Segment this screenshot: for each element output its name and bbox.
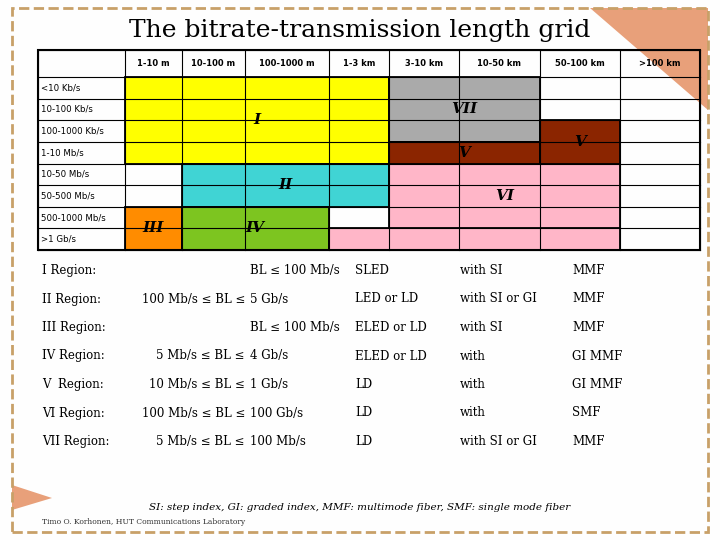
Bar (389, 142, 539, 164)
Text: 50-100 km: 50-100 km (555, 59, 605, 68)
Text: with SI: with SI (460, 321, 503, 334)
Text: LD: LD (355, 407, 372, 420)
Text: with SI or GI: with SI or GI (460, 293, 537, 306)
Text: 100 Mb/s: 100 Mb/s (250, 435, 306, 448)
Text: 10-50 Mb/s: 10-50 Mb/s (41, 170, 89, 179)
Text: 5 Mb/s ≤ BL ≤: 5 Mb/s ≤ BL ≤ (156, 349, 245, 362)
Text: with SI: with SI (460, 264, 503, 277)
Bar (38, 50, 700, 250)
Text: V  Region:: V Region: (42, 378, 104, 391)
Text: II: II (279, 178, 292, 192)
Polygon shape (12, 485, 52, 510)
Text: SI: step index, GI: graded index, MMF: multimode fiber, SMF: single mode fiber: SI: step index, GI: graded index, MMF: m… (149, 503, 571, 512)
Text: with: with (460, 349, 486, 362)
Text: GI MMF: GI MMF (572, 378, 622, 391)
Text: 10-50 km: 10-50 km (477, 59, 521, 68)
Text: II Region:: II Region: (42, 293, 101, 306)
Text: I: I (253, 113, 261, 127)
Text: IV Region:: IV Region: (42, 349, 104, 362)
Text: SLED: SLED (355, 264, 389, 277)
Text: GI MMF: GI MMF (572, 349, 622, 362)
Text: 100 Mb/s ≤ BL ≤: 100 Mb/s ≤ BL ≤ (142, 293, 245, 306)
Text: V: V (459, 146, 470, 160)
Text: 100 Gb/s: 100 Gb/s (250, 407, 303, 420)
Text: <10 Kb/s: <10 Kb/s (41, 83, 81, 92)
Text: MMF: MMF (572, 321, 605, 334)
Polygon shape (590, 8, 708, 110)
Text: III Region:: III Region: (42, 321, 106, 334)
Bar (539, 120, 620, 164)
Text: LED or LD: LED or LD (355, 293, 418, 306)
Text: 100 Mb/s ≤ BL ≤: 100 Mb/s ≤ BL ≤ (142, 407, 245, 420)
Text: 10-100 m: 10-100 m (192, 59, 235, 68)
Bar (389, 77, 539, 142)
Text: 10-100 Kb/s: 10-100 Kb/s (41, 105, 93, 114)
Text: VI: VI (495, 189, 514, 203)
Bar (389, 164, 620, 228)
Text: with: with (460, 407, 486, 420)
Text: 50-500 Mb/s: 50-500 Mb/s (41, 192, 95, 200)
Text: BL ≤ 100 Mb/s: BL ≤ 100 Mb/s (250, 264, 340, 277)
Text: The bitrate-transmission length grid: The bitrate-transmission length grid (130, 18, 590, 42)
Text: BL ≤ 100 Mb/s: BL ≤ 100 Mb/s (250, 321, 340, 334)
Bar (181, 164, 389, 207)
Text: >100 km: >100 km (639, 59, 680, 68)
Text: MMF: MMF (572, 264, 605, 277)
Text: Timo O. Korhonen, HUT Communications Laboratory: Timo O. Korhonen, HUT Communications Lab… (42, 518, 245, 526)
Text: 10 Mb/s ≤ BL ≤: 10 Mb/s ≤ BL ≤ (149, 378, 245, 391)
Text: 4 Gb/s: 4 Gb/s (250, 349, 288, 362)
Text: ELED or LD: ELED or LD (355, 349, 427, 362)
Text: MMF: MMF (572, 293, 605, 306)
Text: VII Region:: VII Region: (42, 435, 109, 448)
Text: 1-10 Mb/s: 1-10 Mb/s (41, 148, 84, 157)
Text: VI Region:: VI Region: (42, 407, 104, 420)
Text: 1-3 km: 1-3 km (343, 59, 375, 68)
Text: 1-10 m: 1-10 m (137, 59, 170, 68)
Text: with: with (460, 378, 486, 391)
Text: 100-1000 Kb/s: 100-1000 Kb/s (41, 126, 104, 136)
Text: V: V (574, 135, 585, 149)
Text: 3-10 km: 3-10 km (405, 59, 444, 68)
Bar (329, 228, 620, 250)
Bar (181, 207, 329, 250)
Text: >1 Gb/s: >1 Gb/s (41, 235, 76, 244)
Text: 5 Mb/s ≤ BL ≤: 5 Mb/s ≤ BL ≤ (156, 435, 245, 448)
Text: IV: IV (246, 221, 265, 235)
Text: 5 Gb/s: 5 Gb/s (250, 293, 288, 306)
Bar (125, 77, 389, 164)
Text: LD: LD (355, 378, 372, 391)
Text: VII: VII (451, 103, 477, 117)
Text: 100-1000 m: 100-1000 m (259, 59, 315, 68)
Text: 1 Gb/s: 1 Gb/s (250, 378, 288, 391)
Text: SMF: SMF (572, 407, 600, 420)
Text: with SI or GI: with SI or GI (460, 435, 537, 448)
Text: I Region:: I Region: (42, 264, 96, 277)
Text: MMF: MMF (572, 435, 605, 448)
Text: LD: LD (355, 435, 372, 448)
Text: ELED or LD: ELED or LD (355, 321, 427, 334)
Text: 500-1000 Mb/s: 500-1000 Mb/s (41, 213, 106, 222)
Bar (125, 207, 181, 250)
Text: III: III (143, 221, 164, 235)
